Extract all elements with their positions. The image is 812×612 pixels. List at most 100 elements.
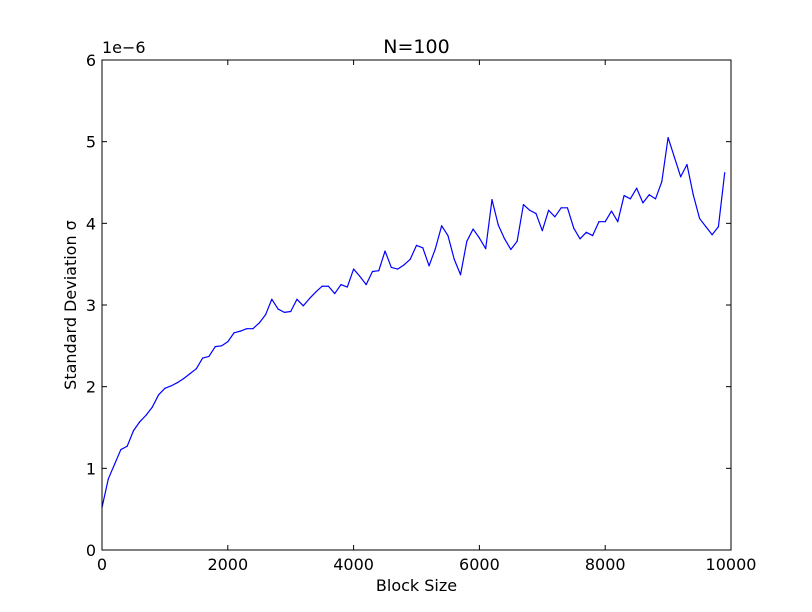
data-point: [139, 421, 141, 423]
data-point: [654, 198, 657, 200]
data-point: [283, 311, 286, 313]
data-point: [296, 298, 298, 300]
y-tick-label: 6: [86, 51, 96, 70]
data-point: [510, 248, 512, 251]
data-point: [579, 238, 581, 240]
chart-title: N=100: [383, 36, 449, 58]
y-axis-offset-text: 1e−6: [102, 38, 146, 57]
data-point: [573, 227, 575, 229]
data-point: [220, 345, 223, 347]
series-layer: [101, 136, 726, 509]
data-point: [434, 248, 436, 250]
data-point: [661, 181, 663, 183]
data-point: [629, 198, 631, 200]
data-point: [447, 234, 449, 237]
data-point: [346, 286, 348, 288]
data-point: [195, 368, 197, 370]
data-point: [371, 270, 374, 273]
data-point: [554, 216, 556, 218]
data-point: [516, 240, 518, 242]
data-point: [604, 221, 606, 223]
data-point: [183, 377, 185, 380]
data-point: [290, 310, 292, 313]
data-point: [359, 275, 361, 278]
data-point: [151, 406, 153, 408]
data-point: [378, 270, 380, 272]
data-point: [560, 207, 562, 209]
data-point: [158, 394, 160, 396]
data-point: [170, 385, 172, 387]
data-point: [308, 297, 311, 300]
data-point: [277, 308, 279, 310]
y-tick-label: 5: [86, 133, 96, 152]
data-point: [529, 209, 531, 211]
data-point: [107, 478, 109, 480]
data-point: [692, 194, 694, 196]
data-point: [585, 231, 587, 233]
data-point: [164, 387, 166, 389]
data-point: [126, 445, 128, 447]
data-point: [202, 357, 204, 359]
data-point: [711, 234, 713, 236]
data-point: [466, 240, 468, 242]
data-point: [724, 172, 726, 174]
y-tick-label: 1: [86, 459, 96, 478]
data-point: [189, 373, 191, 375]
x-tick-label: 10000: [706, 555, 757, 574]
data-point: [535, 212, 537, 215]
data-point: [491, 199, 493, 201]
data-point: [686, 163, 688, 166]
data-point: [233, 332, 235, 334]
data-point: [258, 322, 260, 324]
data-point: [717, 226, 720, 228]
data-point: [497, 224, 499, 226]
data-point: [403, 264, 405, 266]
data-point: [390, 266, 392, 269]
data-point: [415, 244, 418, 246]
data-point: [636, 187, 638, 189]
data-point: [176, 381, 179, 384]
data-point: [208, 355, 210, 358]
data-point: [610, 210, 613, 212]
data-point: [592, 234, 594, 237]
plot-area-frame: [101, 59, 732, 551]
y-tick-label: 0: [86, 541, 96, 560]
data-point: [302, 305, 304, 307]
data-point: [441, 225, 443, 227]
data-point: [334, 292, 336, 295]
data-point: [315, 291, 317, 293]
y-tick-label: 3: [86, 296, 96, 315]
data-point: [673, 156, 675, 158]
data-point: [365, 283, 367, 286]
data-point: [428, 265, 430, 267]
data-point: [271, 298, 273, 300]
data-point: [522, 203, 525, 206]
data-point: [485, 248, 487, 250]
x-tick-label: 0: [97, 555, 107, 574]
data-point: [227, 341, 229, 343]
data-point: [566, 207, 569, 209]
data-point: [547, 209, 550, 211]
data-point: [472, 228, 474, 230]
data-point: [478, 237, 480, 239]
axis-ticks: 0 2000 4000 6000 8000 10000 0 1 2 3 4 5 6: [86, 51, 757, 574]
data-point: [252, 328, 254, 330]
data-point: [680, 176, 682, 178]
data-point: [239, 330, 241, 332]
data-point: [453, 258, 455, 260]
data-point: [598, 221, 600, 223]
data-point: [397, 268, 399, 270]
data-point: [340, 283, 342, 286]
data-point: [321, 285, 323, 287]
x-tick-label: 2000: [207, 555, 248, 574]
series-line-0: [101, 136, 726, 508]
data-point: [422, 247, 424, 249]
data-point: [648, 194, 650, 196]
data-point: [264, 314, 267, 316]
data-point: [246, 328, 248, 330]
data-point: [409, 258, 411, 260]
data-point: [503, 238, 506, 240]
y-tick-label: 2: [86, 378, 96, 397]
data-point: [384, 250, 386, 252]
